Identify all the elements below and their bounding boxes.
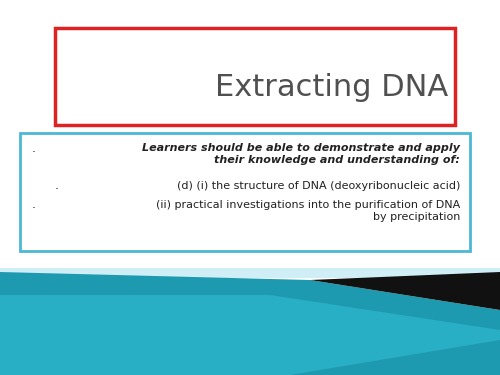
Text: ·: · (32, 146, 36, 159)
Text: (d) (i) the structure of DNA (deoxyribonucleic acid): (d) (i) the structure of DNA (deoxyribon… (176, 181, 460, 191)
Polygon shape (0, 272, 500, 375)
Text: Extracting DNA: Extracting DNA (215, 74, 448, 102)
Text: Learners should be able to demonstrate and apply
their knowledge and understandi: Learners should be able to demonstrate a… (142, 143, 460, 165)
Polygon shape (0, 280, 500, 375)
Polygon shape (0, 268, 500, 278)
Text: (ii) practical investigations into the purification of DNA
by precipitation: (ii) practical investigations into the p… (156, 200, 460, 222)
Polygon shape (310, 272, 500, 310)
FancyBboxPatch shape (20, 133, 470, 251)
Text: ·: · (32, 202, 36, 215)
Text: ·: · (55, 183, 59, 196)
FancyBboxPatch shape (55, 28, 455, 125)
